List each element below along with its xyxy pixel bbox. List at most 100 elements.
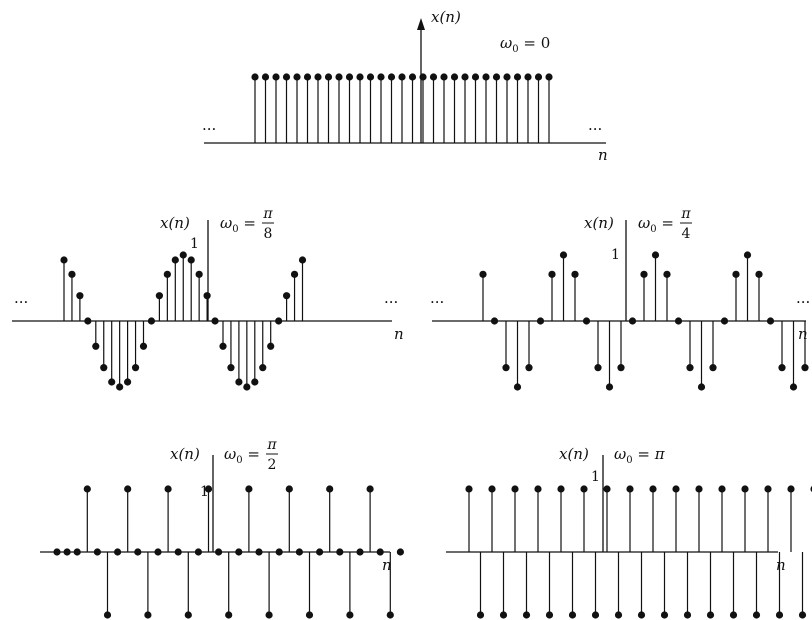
x-axis-label: n bbox=[798, 325, 808, 343]
ellipsis-left: ... bbox=[430, 289, 444, 307]
stem-point bbox=[144, 611, 152, 619]
stem-point bbox=[139, 342, 148, 350]
omega-subscript: 0 bbox=[512, 44, 518, 55]
stem-point bbox=[164, 485, 172, 493]
function-label: x(n) bbox=[170, 445, 200, 463]
ellipsis-right: ... bbox=[384, 289, 398, 307]
omega-equals: = bbox=[243, 445, 260, 463]
stem-point bbox=[356, 548, 364, 556]
stem-point bbox=[499, 611, 508, 619]
stem-point bbox=[755, 270, 763, 278]
stem-point bbox=[559, 251, 568, 259]
stem-point bbox=[752, 611, 761, 619]
stem-point bbox=[743, 251, 752, 259]
stem-point bbox=[534, 73, 543, 81]
stem-point bbox=[488, 485, 496, 493]
stem-point bbox=[251, 378, 259, 386]
omega-symbol: ω bbox=[220, 214, 232, 232]
stem-point bbox=[346, 611, 354, 619]
x-axis-label: n bbox=[394, 325, 404, 343]
stem-point bbox=[522, 611, 531, 619]
stem-point bbox=[283, 292, 291, 300]
stem-point bbox=[336, 548, 344, 556]
stem-point bbox=[580, 485, 588, 493]
stem-point bbox=[568, 611, 577, 619]
stem-point bbox=[672, 485, 680, 493]
unit-label: 1 bbox=[200, 484, 209, 500]
stem-point bbox=[314, 73, 322, 81]
stem-point bbox=[203, 292, 211, 300]
unit-label: 1 bbox=[591, 469, 600, 485]
stem-point bbox=[267, 342, 275, 350]
stem-point bbox=[219, 342, 227, 350]
stem-point bbox=[179, 251, 187, 259]
stem-point bbox=[215, 548, 223, 556]
stem-point bbox=[386, 611, 394, 619]
stem-point bbox=[628, 317, 637, 325]
stem-point bbox=[419, 73, 427, 81]
omega-denominator: 4 bbox=[682, 226, 691, 242]
stem-point bbox=[697, 383, 706, 391]
stem-point bbox=[591, 611, 600, 619]
stem-point bbox=[408, 73, 417, 81]
omega-subscript: 0 bbox=[232, 224, 238, 235]
stem-point bbox=[674, 317, 683, 325]
stem-point bbox=[557, 485, 565, 493]
omega-equals: = bbox=[239, 214, 256, 232]
stem-point bbox=[582, 317, 591, 325]
stem-point bbox=[471, 73, 480, 81]
stem-point bbox=[187, 256, 195, 264]
stem-point bbox=[131, 364, 140, 372]
stem-point bbox=[293, 73, 301, 81]
stem-point bbox=[305, 611, 314, 619]
stem-point bbox=[290, 270, 299, 278]
omega-symbol: ω bbox=[500, 34, 512, 52]
function-label: x(n) bbox=[160, 214, 190, 232]
stem-point bbox=[502, 364, 510, 372]
stem-point bbox=[53, 548, 61, 556]
stem-point bbox=[163, 270, 171, 278]
stem-point bbox=[513, 73, 522, 81]
stem-point bbox=[429, 73, 438, 81]
omega-label: ω0 = bbox=[220, 214, 256, 235]
stem-point bbox=[194, 548, 202, 556]
stem-point bbox=[124, 378, 132, 386]
stem-point bbox=[536, 317, 545, 325]
omega-subscript: 0 bbox=[626, 455, 632, 466]
stem-marks bbox=[251, 73, 553, 143]
stem-point bbox=[461, 73, 469, 81]
stem-point bbox=[640, 270, 648, 278]
stem-point bbox=[545, 611, 554, 619]
stem-point bbox=[787, 485, 795, 493]
stem-point bbox=[100, 364, 108, 372]
stem-point bbox=[295, 548, 303, 556]
stem-point bbox=[155, 292, 163, 300]
stem-point bbox=[204, 485, 213, 493]
stem-point bbox=[798, 611, 807, 619]
stem-point bbox=[686, 364, 694, 372]
stem-point bbox=[76, 292, 84, 300]
stem-point bbox=[93, 548, 101, 556]
stem-point bbox=[789, 383, 798, 391]
stem-point bbox=[709, 364, 717, 372]
stem-point bbox=[147, 317, 156, 325]
stem-point bbox=[316, 548, 324, 556]
stem-point bbox=[440, 73, 448, 81]
omega-value: π bbox=[654, 445, 666, 463]
stem-point bbox=[450, 73, 459, 81]
stem-point bbox=[511, 485, 519, 493]
stem-point bbox=[387, 73, 396, 81]
omega-subscript: 0 bbox=[236, 455, 242, 466]
stem-point bbox=[154, 548, 162, 556]
omega-symbol: ω bbox=[224, 445, 236, 463]
stem-point bbox=[376, 548, 384, 556]
stem-point bbox=[377, 73, 385, 81]
stem-point bbox=[285, 485, 293, 493]
stem-point bbox=[548, 270, 556, 278]
stem-marks bbox=[465, 485, 812, 619]
function-label: x(n) bbox=[559, 445, 589, 463]
unit-label: 1 bbox=[611, 247, 620, 263]
stem-point bbox=[545, 73, 553, 81]
stem-point bbox=[245, 485, 253, 493]
stem-point bbox=[603, 485, 611, 493]
